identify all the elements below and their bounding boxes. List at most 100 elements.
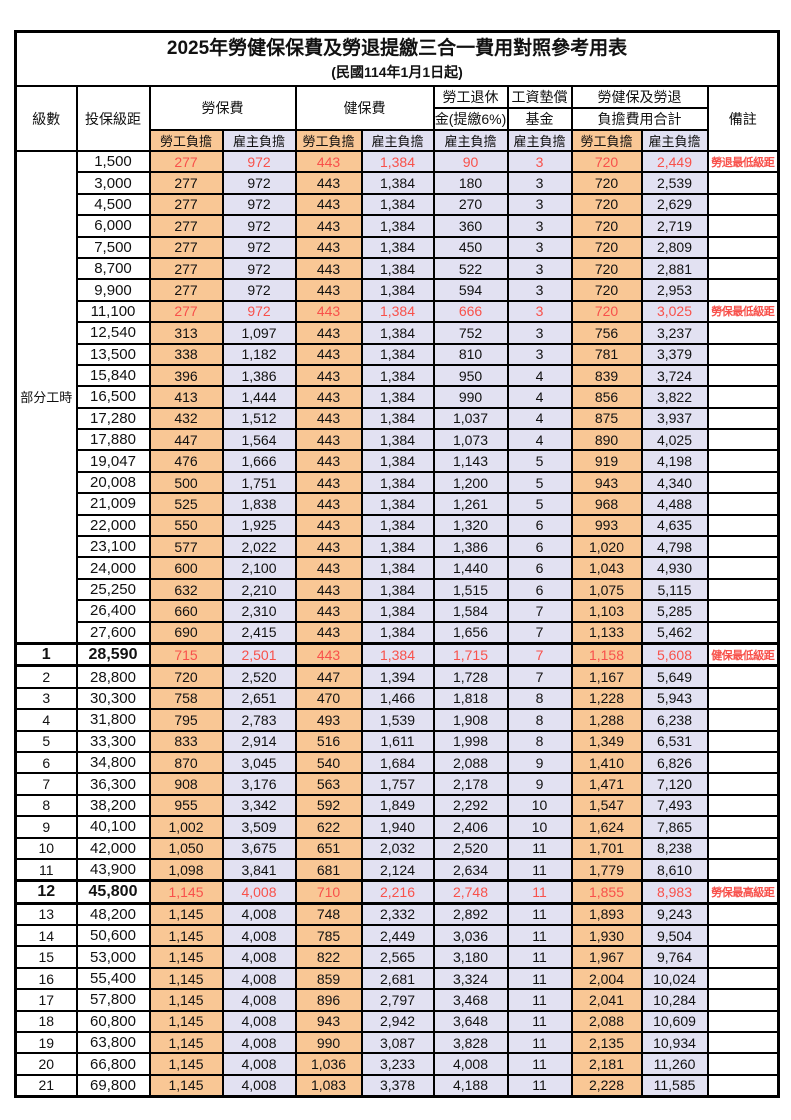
value-cell: 720 [570, 171, 643, 195]
value-cell: 3 [506, 299, 573, 324]
value-cell: 1,083 [294, 1073, 363, 1098]
value-cell: 3 [506, 214, 573, 238]
value-cell: 3 [506, 171, 573, 195]
value-cell: 2,748 [432, 879, 509, 905]
value-cell: 1,715 [432, 641, 509, 668]
value-cell: 6 [506, 535, 573, 559]
value-cell: 1,384 [360, 235, 435, 259]
bracket-cell: 13,500 [75, 342, 151, 366]
value-cell: 5,943 [640, 686, 709, 711]
level-cell: 6 [14, 750, 78, 775]
value-cell: 1,684 [360, 750, 435, 775]
bracket-cell: 3,000 [75, 171, 151, 195]
value-cell: 2,228 [570, 1073, 643, 1098]
value-cell: 443 [294, 577, 363, 602]
value-cell: 277 [148, 256, 224, 281]
value-cell: 5 [506, 492, 573, 516]
value-cell: 870 [148, 750, 224, 775]
title-row: 2025年勞健保保費及勞退提繳三合一費用對照參考用表 (民國114年1月1日起) [14, 30, 780, 87]
value-cell: 1,728 [432, 664, 509, 689]
value-cell: 5,115 [640, 577, 709, 602]
value-cell: 1,757 [360, 772, 435, 796]
value-cell: 1,073 [432, 428, 509, 452]
table-row: 1 28,590 715 2,501 443 1,384 1,715 7 1,158 5,608 健… [14, 641, 780, 668]
value-cell: 6,531 [640, 729, 709, 753]
value-cell: 396 [148, 363, 224, 388]
value-cell: 11,260 [640, 1052, 709, 1076]
remark-cell [706, 428, 780, 452]
remark-cell [706, 535, 780, 559]
bracket-cell: 16,500 [75, 385, 151, 409]
value-cell: 443 [294, 620, 363, 645]
remark-cell: 健保最低級距 [706, 641, 780, 668]
table-row: 17 57,800 1,145 4,008 896 2,797 3,468 11 2,041 10… [14, 988, 780, 1012]
value-cell: 7,493 [640, 793, 709, 818]
value-cell: 1,930 [570, 924, 643, 948]
col-header-wage-fund-line2: 基金 [506, 107, 573, 131]
value-cell: 972 [221, 214, 297, 238]
value-cell: 11 [506, 1073, 573, 1098]
value-cell: 525 [148, 492, 224, 516]
value-cell: 443 [294, 321, 363, 345]
value-cell: 1,158 [570, 641, 643, 668]
remark-cell [706, 406, 780, 431]
value-cell: 1,103 [570, 599, 643, 623]
value-cell: 8 [506, 686, 573, 711]
value-cell: 1,967 [570, 945, 643, 969]
bracket-cell: 34,800 [75, 750, 151, 775]
value-cell: 9,764 [640, 945, 709, 969]
value-cell: 2,783 [221, 708, 297, 732]
bracket-cell: 23,100 [75, 535, 151, 559]
value-cell: 1,349 [570, 729, 643, 753]
subheader-pension-employer: 雇主負擔 [432, 129, 509, 152]
value-cell: 443 [294, 278, 363, 302]
value-cell: 443 [294, 192, 363, 217]
value-cell: 6 [506, 556, 573, 580]
value-cell: 277 [148, 171, 224, 195]
value-cell: 4 [506, 363, 573, 388]
value-cell: 972 [221, 278, 297, 302]
remark-cell [706, 902, 780, 927]
value-cell: 1,384 [360, 599, 435, 623]
value-cell: 2,449 [640, 149, 709, 174]
value-cell: 4,008 [221, 902, 297, 927]
bracket-cell: 26,400 [75, 599, 151, 623]
value-cell: 11 [506, 945, 573, 969]
value-cell: 859 [294, 966, 363, 991]
value-cell: 2,216 [360, 879, 435, 905]
value-cell: 3 [506, 149, 573, 174]
value-cell: 2,942 [360, 1009, 435, 1034]
value-cell: 1,908 [432, 708, 509, 732]
value-cell: 1,394 [360, 664, 435, 689]
level-cell: 17 [14, 988, 78, 1012]
value-cell: 632 [148, 577, 224, 602]
value-cell: 2,210 [221, 577, 297, 602]
value-cell: 720 [570, 256, 643, 281]
value-cell: 5,462 [640, 620, 709, 645]
value-cell: 7 [506, 664, 573, 689]
remark-cell [706, 1052, 780, 1076]
value-cell: 516 [294, 729, 363, 753]
subheader-labor-employer: 雇主負擔 [221, 129, 297, 152]
value-cell: 443 [294, 428, 363, 452]
value-cell: 3,324 [432, 966, 509, 991]
value-cell: 1,036 [294, 1052, 363, 1076]
value-cell: 3,379 [640, 342, 709, 366]
value-cell: 1,512 [221, 406, 297, 431]
value-cell: 1,384 [360, 385, 435, 409]
value-cell: 756 [570, 321, 643, 345]
value-cell: 2,881 [640, 256, 709, 281]
value-cell: 1,893 [570, 902, 643, 927]
value-cell: 972 [221, 235, 297, 259]
col-header-wage-fund-line1: 工資墊償 [506, 85, 573, 109]
value-cell: 3,468 [432, 988, 509, 1012]
value-cell: 3,828 [432, 1030, 509, 1055]
value-cell: 11 [506, 988, 573, 1012]
bracket-cell: 33,300 [75, 729, 151, 753]
table-row: 3 30,300 758 2,651 470 1,466 1,818 8 1,228 5,943 [14, 686, 780, 711]
value-cell: 7 [506, 641, 573, 668]
value-cell: 1,925 [221, 513, 297, 538]
value-cell: 2,124 [360, 857, 435, 882]
value-cell: 2,004 [570, 966, 643, 991]
value-cell: 7 [506, 599, 573, 623]
